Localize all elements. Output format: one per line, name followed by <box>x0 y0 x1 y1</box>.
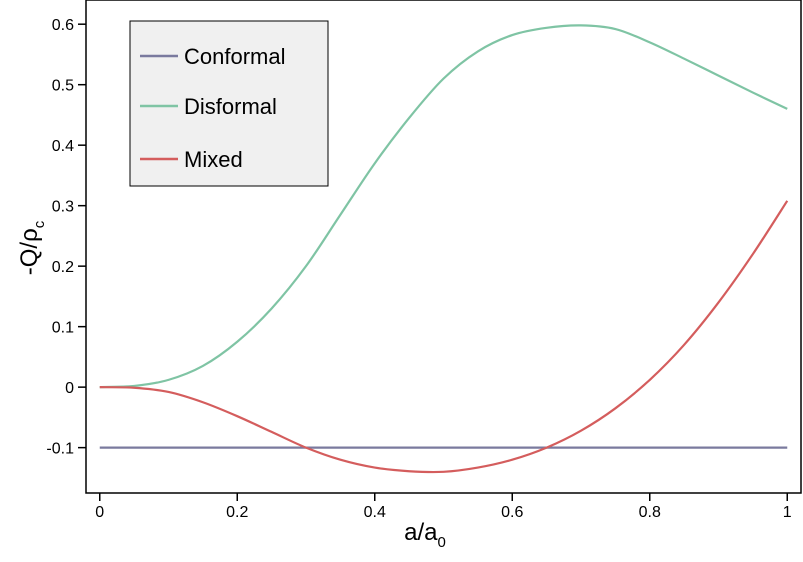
x-tick-label: 0.4 <box>364 504 386 521</box>
plot-frame <box>85 0 802 494</box>
legend-label-mixed: Mixed <box>184 147 243 172</box>
y-tick-label: 0.3 <box>52 199 74 216</box>
y-tick-label: 0.4 <box>52 138 74 155</box>
legend-label-disformal: Disformal <box>184 94 277 119</box>
y-tick-label: 0.5 <box>52 78 74 95</box>
y-axis-title: -Q/ρc <box>16 220 48 275</box>
x-axis-title: a/a0 <box>404 519 446 551</box>
series-line-disformal <box>99 24 788 389</box>
x-tick-label: 0 <box>95 504 104 521</box>
x-tick-label: 0.6 <box>501 504 523 521</box>
legend: Conformal Disformal Mixed <box>129 20 329 187</box>
axis-ticks: 0 0.2 0.4 0.6 0.8 1 -0.1 0 0.1 0.2 0.3 0.4 0.5 0.6 <box>46 17 791 521</box>
y-tick-label: 0 <box>65 380 74 397</box>
y-tick-label: 0.2 <box>52 259 74 276</box>
x-tick-label: 1 <box>783 504 792 521</box>
series-line-mixed <box>99 200 789 474</box>
x-tick-label: 0.8 <box>639 504 661 521</box>
y-tick-label: -0.1 <box>46 441 74 458</box>
y-tick-label: 0.6 <box>52 17 74 34</box>
legend-label-conformal: Conformal <box>184 44 285 69</box>
series-lines <box>99 24 789 474</box>
x-tick-label: 0.2 <box>226 504 248 521</box>
y-tick-label: 0.1 <box>52 320 74 337</box>
